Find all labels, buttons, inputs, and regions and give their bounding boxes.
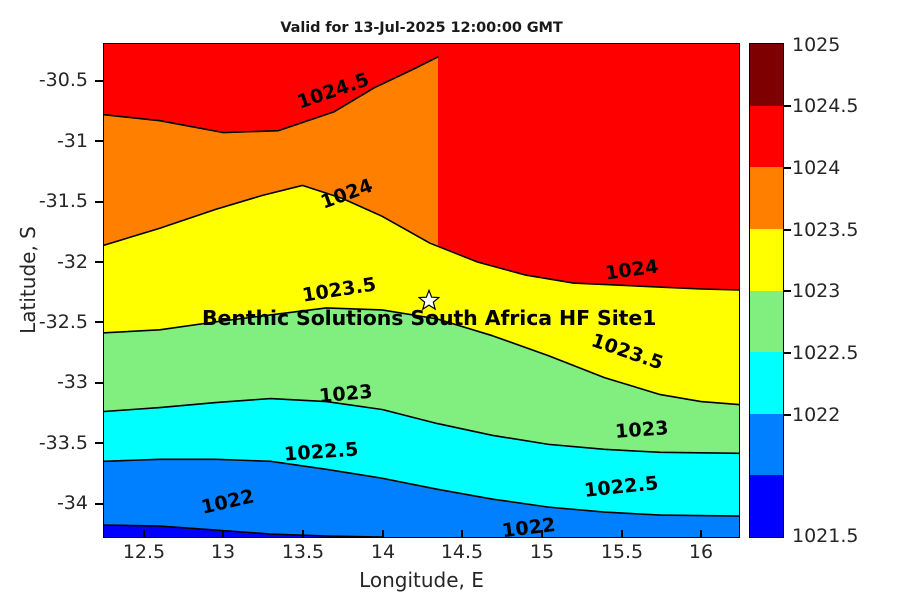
ytick-mark: [95, 442, 103, 444]
ytick-label: -31: [56, 130, 88, 152]
xtick-label: 13.5: [281, 541, 325, 563]
colorbar-band-1022-1022.5: [750, 352, 783, 414]
colorbar-label: 1025: [792, 34, 841, 56]
xtick-label: 13: [210, 541, 236, 563]
ytick-mark: [95, 140, 103, 142]
colorbar-label: 1022.5: [792, 342, 859, 364]
xtick-mark: [222, 530, 224, 538]
xtick-mark: [541, 530, 543, 538]
ytick-label: -32: [56, 251, 88, 273]
colorbar-label: 1024: [792, 157, 841, 179]
colorbar-label: 1021.5: [792, 525, 859, 547]
colorbar-tick: [784, 414, 791, 416]
colorbar-tick: [784, 290, 791, 292]
x-axis-title: Longitude, E: [359, 568, 484, 592]
contour-label-1023-right: 1023: [614, 417, 670, 443]
contour-plot-area: 1024.5 1024 1024 1023.5 1023.5 1023 1023…: [103, 43, 740, 538]
ytick-label: -31.5: [38, 190, 88, 212]
colorbar-band-1023-1023.5: [750, 228, 783, 291]
star-marker[interactable]: [418, 289, 440, 311]
contour-field: [104, 44, 739, 537]
contour-line-1023.5: [104, 307, 739, 406]
xtick-label: 14: [370, 541, 396, 563]
ytick-label: -33: [56, 371, 88, 393]
contour-line-1022: [104, 524, 383, 537]
colorbar-band-1024-1024.5: [750, 105, 783, 168]
contour-line-1023: [104, 397, 739, 455]
ytick-label: -34: [56, 492, 88, 514]
ytick-label: -32.5: [38, 311, 88, 333]
chart-title: Valid for 13-Jul-2025 12:00:00 GMT: [280, 20, 563, 36]
ytick-mark: [95, 261, 103, 263]
colorbar-label: 1022: [792, 404, 841, 426]
ytick-mark: [95, 201, 103, 203]
contour-line-1024.5: [104, 56, 439, 134]
xtick-mark: [382, 530, 384, 538]
band-1022-1022.5: [104, 459, 739, 537]
contour-label-1023-left: 1023: [318, 380, 374, 408]
contour-line-1022.5: [104, 458, 739, 517]
xtick-mark: [143, 530, 145, 538]
ytick-mark: [95, 503, 103, 505]
colorbar-tick: [784, 352, 791, 354]
y-axis-title: Latitude, S: [16, 226, 40, 334]
colorbar-tick: [784, 105, 791, 107]
colorbar-tick: [784, 229, 791, 231]
colorbar-band-1021.5-1022: [750, 413, 783, 476]
xtick-mark: [302, 530, 304, 538]
colorbar-label: 1023.5: [792, 219, 859, 241]
xtick-label: 16: [688, 541, 714, 563]
ytick-mark: [95, 80, 103, 82]
xtick-mark: [621, 530, 623, 538]
colorbar-band-1022.5-1023: [750, 290, 783, 353]
ytick-mark: [95, 382, 103, 384]
ytick-label: -33.5: [38, 432, 88, 454]
colorbar-tick: [784, 167, 791, 169]
contour-line-1024: [104, 184, 739, 291]
colorbar-label: 1023: [792, 280, 841, 302]
ytick-mark: [95, 321, 103, 323]
xtick-label: 15: [529, 541, 555, 563]
xtick-mark: [700, 530, 702, 538]
colorbar-label: 1024.5: [792, 95, 859, 117]
xtick-label: 12.5: [122, 541, 166, 563]
site-label: Benthic Solutions South Africa HF Site1: [202, 306, 657, 330]
colorbar-band-below-1021.5: [750, 475, 783, 537]
xtick-label: 14.5: [440, 541, 484, 563]
ytick-label: -30.5: [38, 69, 88, 91]
xtick-mark: [461, 530, 463, 538]
colorbar: [749, 43, 784, 538]
colorbar-band-1023.5-1024: [750, 167, 783, 229]
colorbar-band-1024.5-1025: [750, 44, 783, 106]
xtick-label: 15.5: [600, 541, 644, 563]
